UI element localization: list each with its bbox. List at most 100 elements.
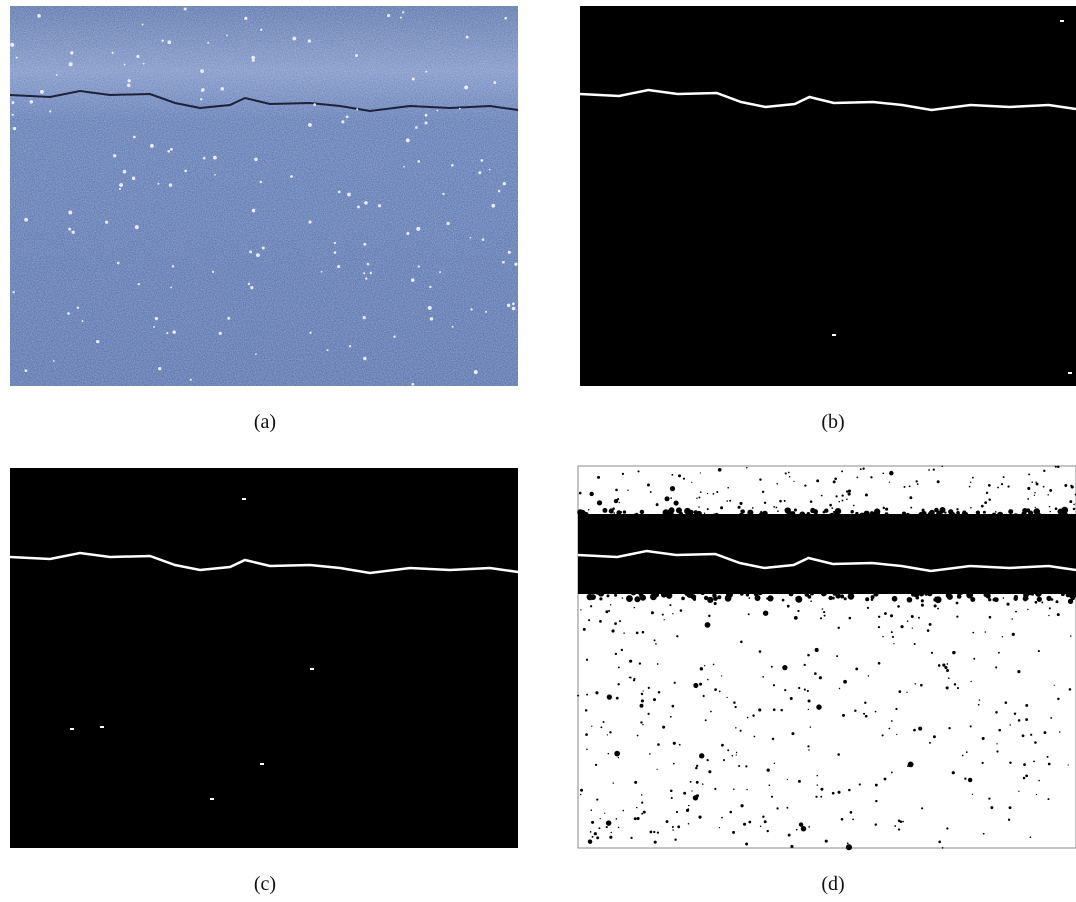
edge-speck xyxy=(855,589,859,593)
speck xyxy=(502,260,505,264)
speck xyxy=(679,609,683,612)
speck xyxy=(867,675,870,677)
speck xyxy=(790,844,794,849)
speck xyxy=(113,154,117,158)
edge-speck xyxy=(921,511,927,517)
speck xyxy=(942,663,946,667)
speck xyxy=(920,683,923,687)
speck xyxy=(1018,790,1020,792)
speck xyxy=(862,467,865,470)
speck xyxy=(356,108,359,111)
speck xyxy=(748,597,751,599)
speck xyxy=(261,246,265,250)
speck xyxy=(417,160,421,163)
speck xyxy=(1021,734,1025,738)
speck xyxy=(816,479,820,483)
speck xyxy=(981,761,984,764)
speck xyxy=(748,820,752,824)
speck xyxy=(214,174,216,176)
speck xyxy=(803,663,806,667)
speck xyxy=(1002,476,1005,479)
speck xyxy=(1027,498,1030,500)
speck xyxy=(1058,731,1061,733)
speck xyxy=(706,758,709,762)
edge-speck xyxy=(622,510,627,514)
speck xyxy=(416,226,421,231)
edge-speck xyxy=(855,511,859,516)
edge-speck xyxy=(956,594,962,599)
speck xyxy=(1011,632,1015,636)
speck xyxy=(1064,484,1068,487)
speck xyxy=(137,283,140,286)
speck xyxy=(1035,482,1039,486)
speck xyxy=(762,676,765,678)
edge-speck xyxy=(906,596,913,603)
speck xyxy=(1000,482,1004,486)
speck xyxy=(996,743,998,745)
speck xyxy=(172,330,176,334)
speck xyxy=(132,135,136,139)
speck xyxy=(944,511,947,514)
speck xyxy=(981,737,985,741)
speck xyxy=(309,331,312,334)
speck xyxy=(946,663,949,665)
speck xyxy=(1002,597,1005,599)
speck xyxy=(142,62,145,65)
edge-speck xyxy=(835,593,841,599)
speck xyxy=(908,485,911,488)
speck xyxy=(355,54,359,58)
speck xyxy=(970,506,972,509)
speck xyxy=(127,79,131,83)
dark-band xyxy=(578,514,1076,594)
speck xyxy=(665,820,669,824)
edge-speck xyxy=(790,589,794,594)
edge-speck xyxy=(639,509,645,515)
speck xyxy=(642,690,644,692)
speck xyxy=(154,316,159,321)
speck xyxy=(933,604,937,608)
speck xyxy=(762,610,769,616)
speck xyxy=(874,710,877,713)
speck xyxy=(597,475,601,479)
speck xyxy=(915,480,918,483)
edge-speck xyxy=(1060,513,1068,521)
speck xyxy=(821,608,824,610)
speck xyxy=(629,659,633,663)
speck xyxy=(446,221,450,226)
speck xyxy=(481,238,485,241)
speck xyxy=(1049,510,1052,513)
speck xyxy=(1033,494,1036,496)
edge-speck xyxy=(996,587,1003,594)
speck xyxy=(247,282,251,286)
speck xyxy=(589,491,594,497)
speck xyxy=(882,635,884,638)
speck xyxy=(1004,701,1008,704)
speck xyxy=(921,508,925,512)
speck xyxy=(1048,607,1051,610)
edge-speck xyxy=(602,507,608,513)
speck xyxy=(200,98,203,101)
speck xyxy=(582,627,586,631)
speck xyxy=(864,714,868,718)
speck xyxy=(606,734,608,736)
speck xyxy=(941,465,943,468)
speck xyxy=(640,721,643,724)
edge-speck xyxy=(724,595,732,602)
edge-speck xyxy=(985,593,991,599)
speck xyxy=(835,495,838,498)
speck xyxy=(808,749,810,751)
edge-speck xyxy=(634,596,641,603)
edge-speck xyxy=(747,509,754,516)
edge-speck xyxy=(630,588,634,593)
speck xyxy=(1007,818,1011,821)
speck xyxy=(611,629,615,633)
speck xyxy=(642,723,644,726)
speck xyxy=(766,768,770,772)
crack xyxy=(9,89,519,113)
noise-blob xyxy=(70,728,74,730)
edge-speck xyxy=(700,591,705,596)
speck xyxy=(793,508,797,512)
edge-speck xyxy=(665,509,673,517)
speck xyxy=(890,631,893,634)
speck xyxy=(687,822,690,825)
